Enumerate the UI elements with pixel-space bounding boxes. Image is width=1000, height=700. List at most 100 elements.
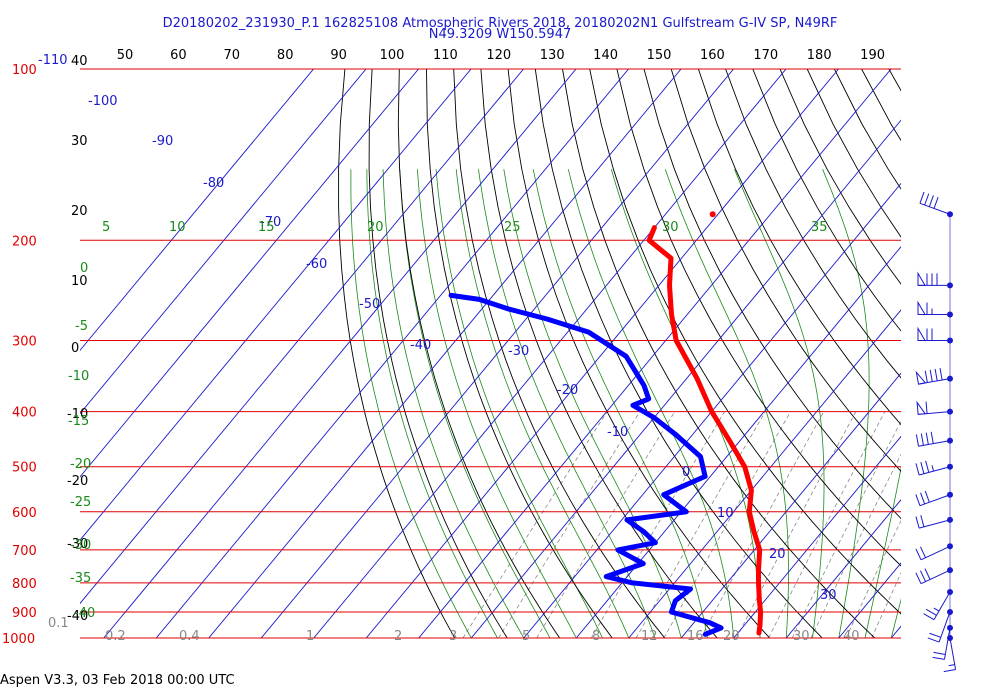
- wind-barb-feather: [929, 369, 933, 382]
- moist-adiabat-left-label: -5: [75, 319, 88, 334]
- isotherm: [628, 309, 901, 638]
- pressure-label: 400: [12, 406, 37, 421]
- isotherm: [80, 69, 367, 415]
- dry-adiabat: [970, 69, 1000, 650]
- temperature-line: [646, 225, 764, 636]
- dry-adiabat: [562, 69, 876, 638]
- moist-adiabat-label: 35: [811, 220, 828, 235]
- dry-adiabat: [916, 69, 1000, 650]
- isotherm: [934, 56, 1000, 650]
- moist-adiabat: [382, 169, 525, 638]
- dewpoint-line: [448, 292, 724, 637]
- moist-adiabat-left-label: -25: [70, 495, 91, 510]
- isotherm-label: -60: [306, 257, 327, 272]
- wind-barb-flag: [917, 326, 926, 341]
- pressure-label: 1000: [2, 632, 35, 647]
- left-temp-label: 30: [71, 134, 88, 149]
- left-temp-label: -40: [67, 609, 88, 624]
- wind-barb-feather: [933, 651, 946, 655]
- wind-barb-feather: [915, 494, 921, 506]
- left-temp-label: -20: [67, 474, 88, 489]
- isotherm-label: 10: [717, 506, 734, 521]
- moist-adiabat: [503, 169, 682, 638]
- wind-barb-staff: [949, 637, 957, 670]
- wind-barb-flag: [917, 271, 926, 286]
- wind-barb-flag: [916, 400, 927, 415]
- wind-barb: [916, 400, 953, 415]
- wind-barb: [915, 490, 953, 507]
- wind-barb-staff: [920, 569, 951, 585]
- top-temp-label: 150: [647, 48, 672, 63]
- isotherm-label: -80: [203, 176, 224, 191]
- wind-barb-feather: [943, 669, 956, 673]
- wind-barb-staff: [920, 545, 951, 561]
- mixing-ratio-label: 40: [843, 629, 860, 644]
- wind-barb-feather: [920, 546, 926, 558]
- pressure-label: 900: [12, 606, 37, 621]
- moist-adiabat-label: 10: [169, 220, 186, 235]
- isotherm-label: -20: [557, 383, 578, 398]
- wind-barb-feather: [925, 460, 930, 473]
- top-temp-label: 140: [593, 48, 618, 63]
- wind-barb-feather: [915, 548, 922, 561]
- wind-barb-feather: [928, 195, 934, 207]
- wind-barb-flag: [917, 300, 926, 315]
- moist-adiabats: [350, 169, 901, 638]
- wind-barb-half: [948, 664, 955, 667]
- wind-barb-feather: [925, 401, 928, 414]
- pressure-label: 300: [12, 334, 37, 349]
- pressure-lines: [80, 68, 901, 639]
- mixing-ratio-label: 0.2: [105, 629, 126, 644]
- wind-barb-feather: [934, 368, 938, 381]
- wind-barb-feather: [915, 463, 920, 476]
- pressure-label: 800: [12, 577, 37, 592]
- moist-adiabat: [664, 169, 789, 638]
- wind-barb: [915, 431, 953, 447]
- isotherm-label: 30: [820, 588, 837, 603]
- dry-adiabat: [426, 69, 613, 638]
- dry-adiabat: [643, 69, 901, 520]
- top-temp-label: 110: [433, 48, 458, 63]
- isotherm: [575, 246, 901, 638]
- isotherm-label: -70: [260, 215, 281, 230]
- mixing-ratio-label: 8: [592, 629, 600, 644]
- wind-barb-feather: [924, 193, 930, 206]
- wind-barb-staff: [919, 494, 951, 507]
- moist-adiabat-label: 20: [367, 220, 384, 235]
- wind-barb-feather: [923, 613, 935, 621]
- wind-barb-feather: [915, 434, 919, 447]
- mixing-ratio-label: 3: [449, 629, 457, 644]
- dry-adiabat: [888, 69, 901, 92]
- moist-adiabat: [890, 598, 901, 638]
- mixing-ratio-line: [635, 411, 766, 638]
- wind-barb-feather: [925, 608, 937, 616]
- moist-adiabat-left-label: -35: [70, 571, 91, 586]
- dry-adiabat: [480, 69, 718, 638]
- dry-adiabat: [338, 69, 456, 638]
- pressure-label: 100: [12, 63, 37, 78]
- mixing-ratio-label: 20: [723, 629, 740, 644]
- left-temp-label: -30: [67, 537, 88, 552]
- wind-barbs: [915, 191, 957, 673]
- dry-adiabat: [507, 69, 771, 638]
- temperature-point: [709, 211, 716, 218]
- mixing-ratio-label: 0.1: [48, 616, 69, 631]
- isotherm: [208, 69, 682, 638]
- isotherm-label: -90: [152, 134, 173, 149]
- wind-barb-feather: [920, 515, 925, 527]
- wind-barb-flag: [915, 370, 927, 385]
- isotherm: [155, 69, 630, 638]
- wind-barb: [919, 191, 953, 218]
- footer-version: Aspen V3.3, 03 Feb 2018 00:00 UTC: [0, 673, 235, 688]
- top-temp-label: 70: [224, 48, 241, 63]
- wind-barb-staff: [918, 466, 951, 476]
- wind-barb-feather: [930, 431, 934, 444]
- isotherm: [80, 69, 420, 478]
- mixing-ratio-label: 5: [522, 629, 530, 644]
- moist-adiabat: [366, 169, 498, 638]
- dry-adiabat: [397, 69, 561, 638]
- isotherm-label: -10: [607, 425, 628, 440]
- wind-barb-feather: [929, 632, 941, 638]
